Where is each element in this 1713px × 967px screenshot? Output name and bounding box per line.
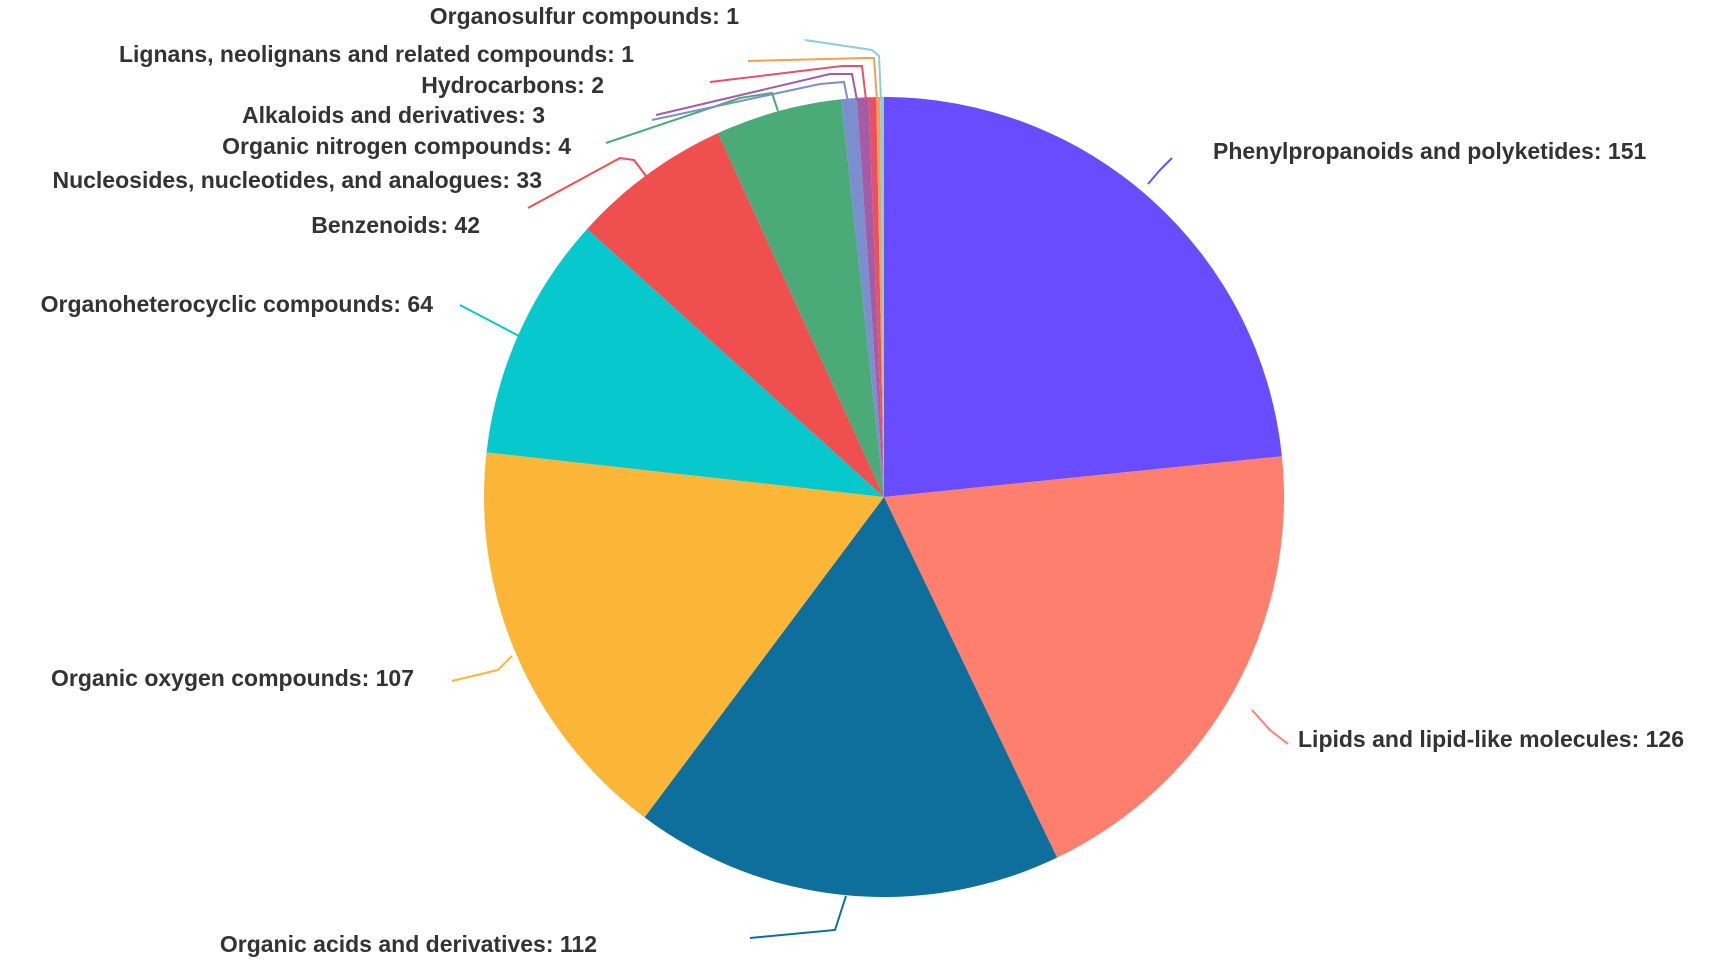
slice-label-organic-oxygen-compounds: Organic oxygen compounds: 107 xyxy=(51,665,414,691)
pie-slice-organic-nitrogen-compounds xyxy=(841,97,884,498)
leader-line-lignans-neolignans-and-related-compounds xyxy=(747,57,878,101)
pie-slice-organic-oxygen-compounds xyxy=(483,452,884,818)
pie-slice-phenylpropanoids-and-polyketides xyxy=(884,97,1282,497)
leader-line-lipids-and-lipid-like-molecules xyxy=(1251,709,1289,745)
leader-line-organosulfur-compounds xyxy=(804,39,882,101)
leader-line-phenylpropanoids-and-polyketides xyxy=(1147,157,1173,185)
leader-lines-layer xyxy=(451,39,1289,939)
leader-line-organoheterocyclic-compounds xyxy=(459,304,520,337)
slice-label-organic-acids-and-derivatives: Organic acids and derivatives: 112 xyxy=(220,931,597,957)
slice-label-lipids-and-lipid-like-molecules: Lipids and lipid-like molecules: 126 xyxy=(1298,726,1684,752)
leader-line-hydrocarbons xyxy=(709,65,867,101)
slice-label-organoheterocyclic-compounds: Organoheterocyclic compounds: 64 xyxy=(41,291,434,317)
slice-label-hydrocarbons: Hydrocarbons: 2 xyxy=(421,72,604,98)
leader-line-alkaloids-and-derivatives xyxy=(655,73,858,116)
pie-slice-organoheterocyclic-compounds xyxy=(486,228,884,497)
slice-label-organic-nitrogen-compounds: Organic nitrogen compounds: 4 xyxy=(222,133,571,159)
slice-label-organosulfur-compounds: Organosulfur compounds: 1 xyxy=(430,3,739,29)
labels-layer: Phenylpropanoids and polyketides: 151 Lip… xyxy=(41,3,1684,957)
leader-line-organic-acids-and-derivatives xyxy=(749,895,847,939)
pie-slice-benzenoids xyxy=(587,133,884,497)
pie-slice-organosulfur-compounds xyxy=(880,97,884,497)
leader-line-organic-oxygen-compounds xyxy=(451,655,513,682)
slices-layer xyxy=(483,97,1285,898)
pie-slice-hydrocarbons xyxy=(868,97,884,497)
slice-label-alkaloids-and-derivatives: Alkaloids and derivatives: 3 xyxy=(242,102,545,128)
leader-line-benzenoids xyxy=(527,156,647,209)
pie-slice-nucleosides-nucleotides-and-analogues xyxy=(717,99,884,497)
pie-slice-organic-acids-and-derivatives xyxy=(644,497,1058,898)
pie-slice-lipids-and-lipid-like-molecules xyxy=(884,456,1285,858)
pie-slice-lignans-neolignans-and-related-compounds xyxy=(876,97,884,498)
leader-line-nucleosides-nucleotides-and-analogues xyxy=(605,91,779,144)
slice-label-nucleosides-nucleotides-and-analogues: Nucleosides, nucleotides, and analogues:… xyxy=(52,167,542,193)
slice-label-lignans-neolignans-and-related-compounds: Lignans, neolignans and related compound… xyxy=(119,41,634,67)
slice-label-phenylpropanoids-and-polyketides: Phenylpropanoids and polyketides: 151 xyxy=(1213,138,1646,164)
leader-line-organic-nitrogen-compounds xyxy=(651,80,849,121)
slice-label-benzenoids: Benzenoids: 42 xyxy=(311,212,480,238)
pie-slice-alkaloids-and-derivatives xyxy=(856,97,884,498)
